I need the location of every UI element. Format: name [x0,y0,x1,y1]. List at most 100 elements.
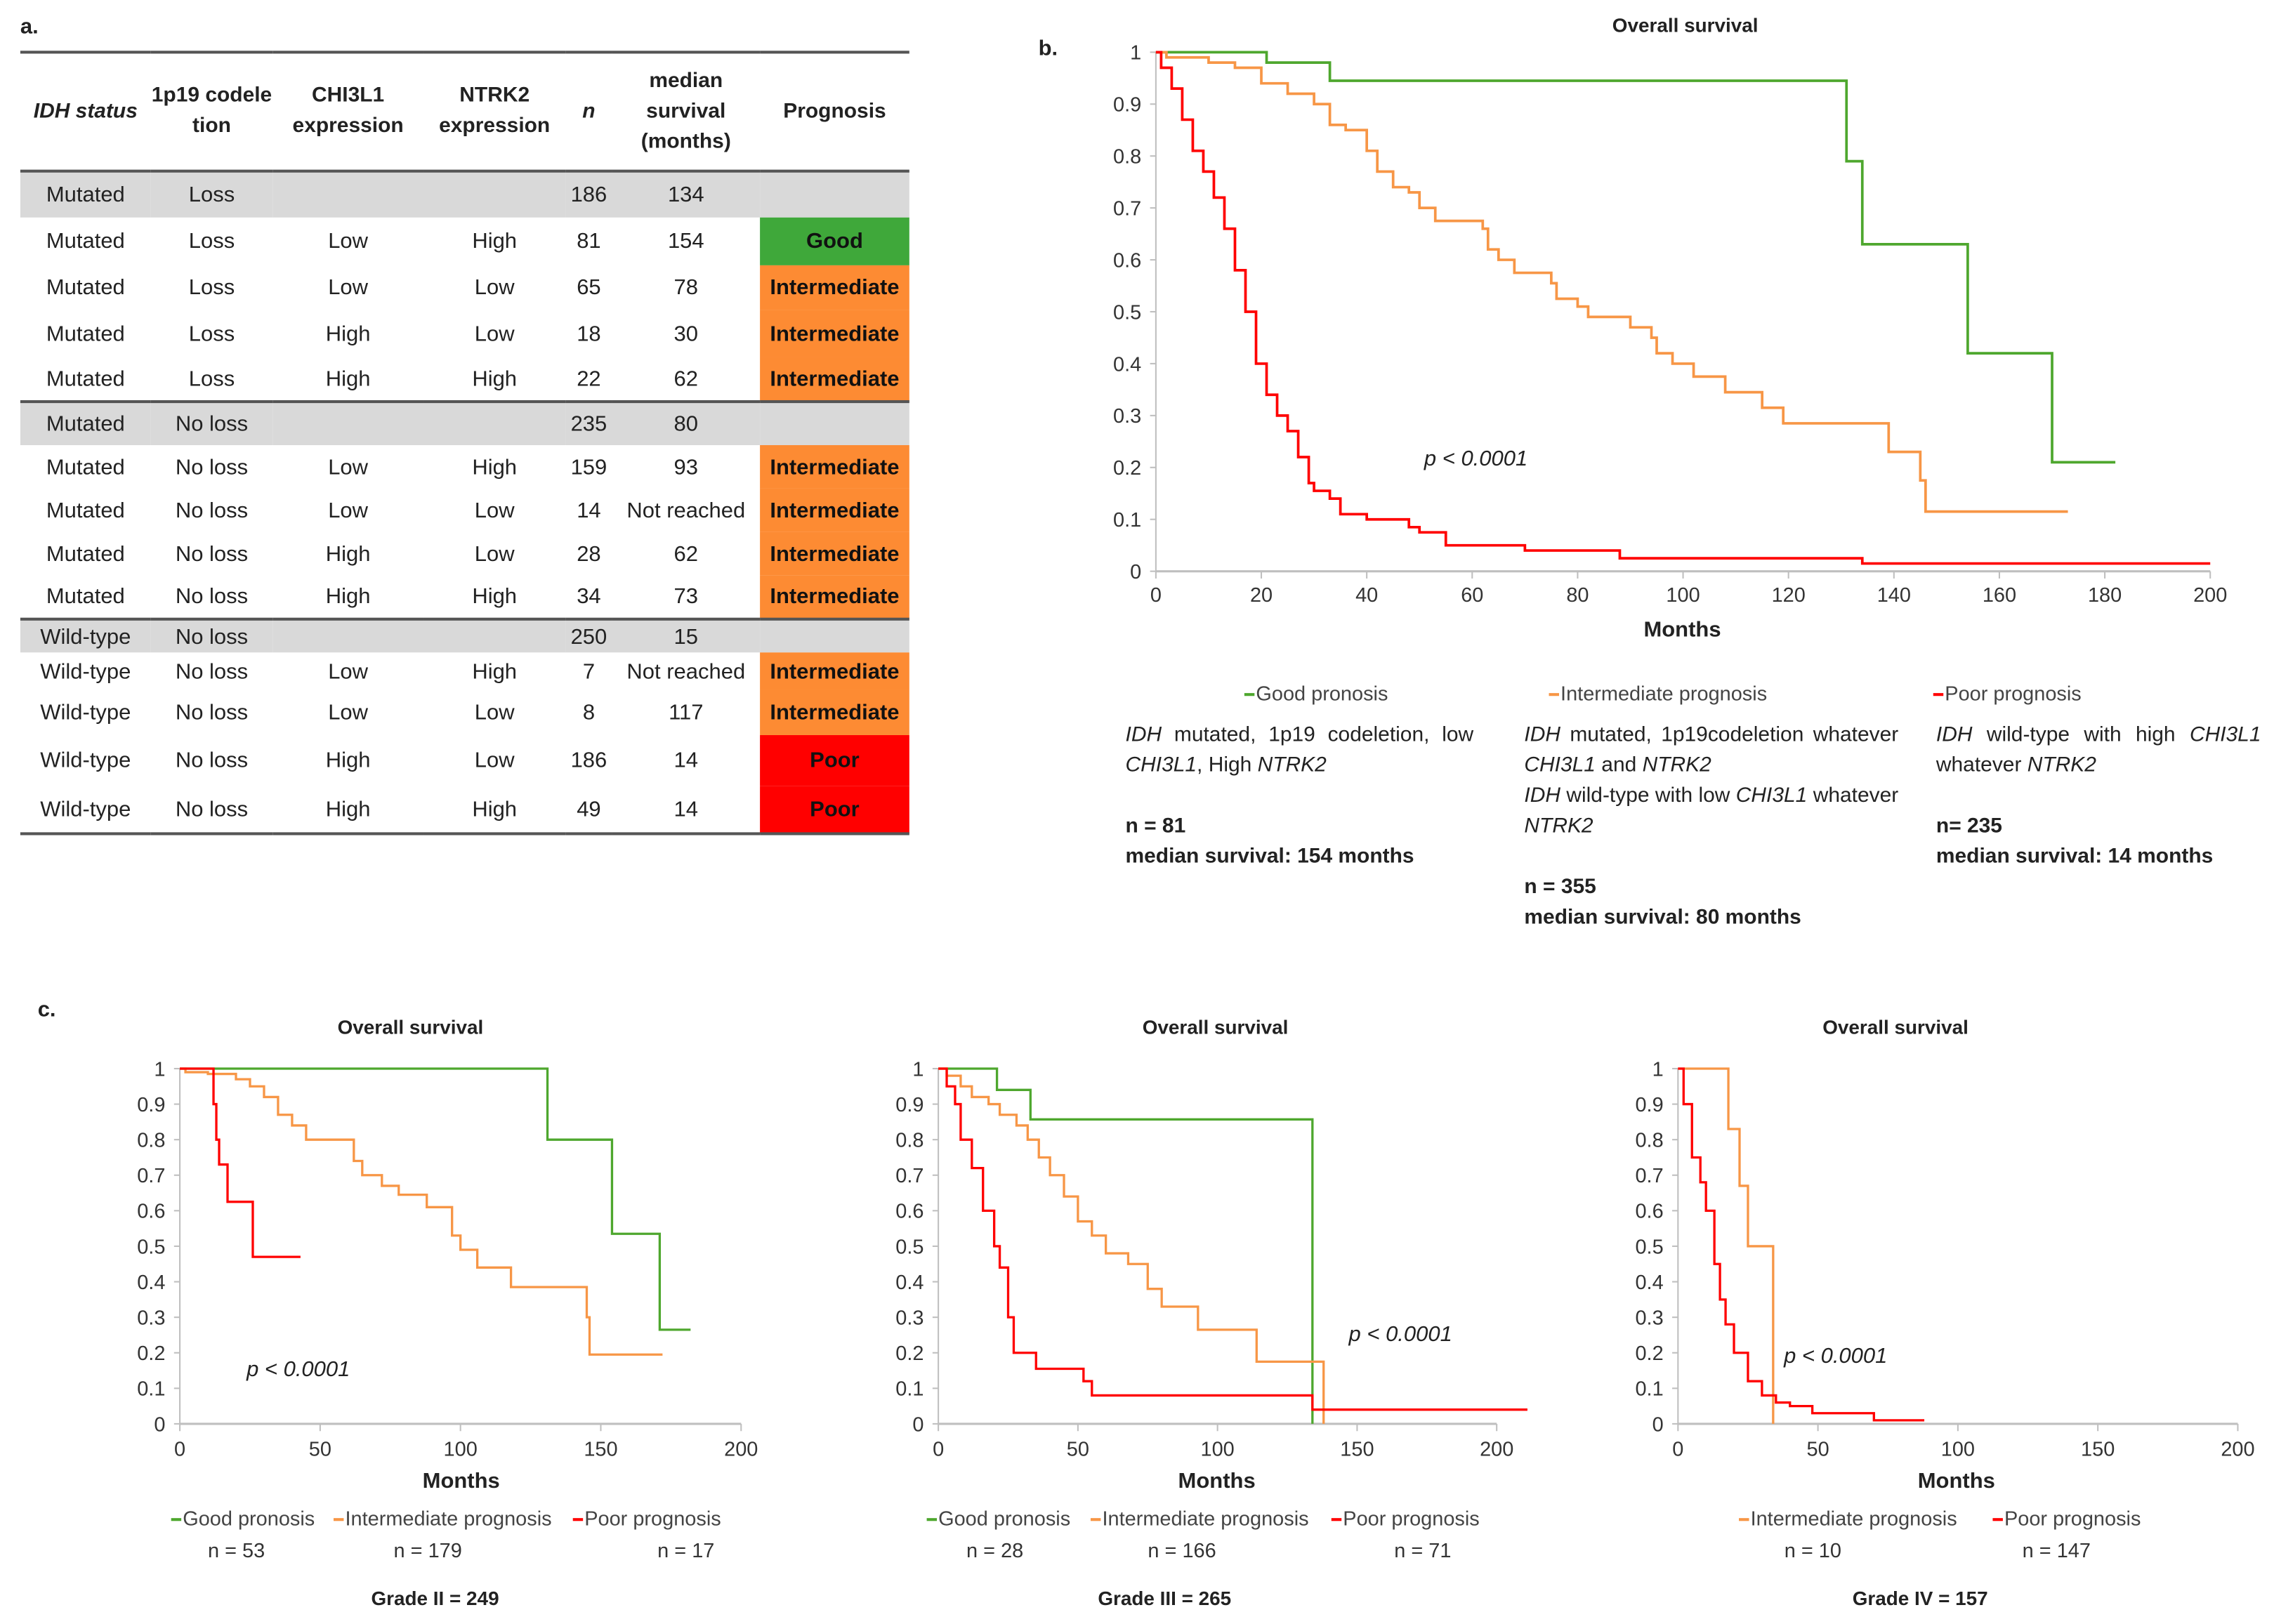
legend-label: Good pronosis [183,1506,315,1530]
cell-ntrk2 [423,400,566,445]
y-tick-label: 0.9 [137,1094,165,1116]
survival-curve-poor [938,1067,1527,1411]
y-tick-label: 0 [1652,1413,1664,1436]
x-tick-label: 140 [1877,584,1911,607]
y-tick-label: 0.5 [1113,301,1141,324]
legend-line-icon [333,1518,344,1521]
cell-ntrk2: Low [474,498,515,523]
cell-median-survival: 73 [673,584,699,609]
cell-prognosis: Good [760,217,909,265]
y-tick-label: 0.7 [895,1165,924,1187]
y-tick-label: 0.7 [1113,197,1141,220]
legend-label: Intermediate prognosis [1750,1506,1957,1530]
description-text: IDH wild-type with low CHI3L1 whatever N… [1524,781,1898,843]
cell-n: 18 [577,321,601,346]
header-n: n [565,51,612,173]
description-segment: , High [1197,753,1258,777]
cell-chi3l1: Low [328,700,369,725]
n-label: n = 10 [1784,1538,1841,1562]
cell-codeletion: No loss [175,659,249,684]
y-tick-label: 0.4 [895,1272,924,1294]
survival-curve-poor [1155,51,2211,565]
y-tick-label: 0.8 [1113,146,1141,169]
cell-n: 235 [565,400,612,445]
cell-prognosis: Intermediate [760,575,909,619]
cell-idh-status: Wild-type [40,659,131,684]
legend-label: Intermediate prognosis [1102,1506,1309,1530]
legend-label: Good pronosis [938,1506,1071,1530]
description-segment: mutated, 1p19codeletion whatever [1560,723,1899,747]
description-segment: wild-type with low [1560,784,1736,808]
cell-codeletion: No loss [175,541,249,567]
cell-idh-status: Mutated [46,229,125,254]
cell-prognosis: Intermediate [760,444,909,489]
table-row: Mutated No loss High High 34 73 Intermediate [20,575,909,619]
legend-line-icon [572,1518,584,1521]
cell-ntrk2: High [472,454,518,480]
legend-line-icon [1933,693,1944,697]
cell-chi3l1: High [325,366,371,391]
cell-chi3l1: Low [328,454,369,480]
description-segment: NTRK2 [1524,814,1593,838]
cell-idh-status: Mutated [46,498,125,523]
table-row: Wild-type No loss Low Low 8 117 Intermediate [20,689,909,736]
chart-c1-pvalue: p < 0.0001 [247,1356,350,1382]
chart-c1-title: Overall survival [337,1016,484,1038]
chart-c3-title: Overall survival [1822,1016,1969,1038]
legend-line-icon [1739,1518,1749,1521]
cell-codeletion: Loss [188,366,235,391]
cell-chi3l1: High [325,541,371,567]
chart-b-pvalue: p < 0.0001 [1424,447,1528,472]
cell-chi3l1: Low [328,498,369,523]
legend-line-icon [1549,693,1559,697]
header-median-survival: median survival (months) [612,51,761,173]
survival-curve-good [1155,51,2116,464]
y-tick-label: 0.3 [1635,1307,1663,1329]
cell-n: 186 [570,748,607,773]
chart-c2-title: Overall survival [1142,1016,1289,1038]
cell-codeletion: No loss [175,748,249,773]
description-intermediate: IDH mutated, 1p19codeletion whatever CHI… [1524,720,1898,934]
cell-codeletion: No loss [175,584,249,609]
description-segment: whatever [1807,784,1899,808]
cell-prognosis: Intermediate [760,265,909,310]
description-segment: whatever [1935,753,2027,777]
y-tick-label: 0.2 [1113,457,1141,480]
description-segment: IDH [1125,723,1162,747]
description-segment: and [1595,753,1643,777]
cell-median-survival: 154 [667,229,704,254]
legend-line-icon [171,1518,182,1521]
y-tick-label: 0.4 [137,1272,165,1294]
cell-chi3l1: Low [328,275,369,301]
description-segment: IDH [1935,723,1973,747]
header-ntrk2: NTRK2 expression [423,51,566,173]
legend-line-icon [1992,1518,2003,1521]
cell-prognosis: Intermediate [760,357,909,402]
cell-ntrk2: High [472,366,518,391]
x-tick-label: 200 [724,1438,758,1460]
description-lines: IDH mutated, 1p19 codeletion, low CHI3L1… [1126,720,1474,781]
y-tick-label: 0.9 [1635,1094,1663,1116]
cell-median-survival: 134 [612,171,761,218]
x-tick-label: 150 [2081,1438,2115,1460]
x-tick-label: 200 [2193,584,2227,607]
legend-label: Poor prognosis [2004,1506,2141,1530]
cell-prognosis: Intermediate [760,488,909,532]
panel-label-c: c. [37,997,56,1022]
table-row: Mutated Loss High Low 18 30 Intermediate [20,310,909,357]
cell-prognosis: Intermediate [760,532,909,576]
n-label: n = 179 [393,1538,462,1562]
cell-prognosis [760,617,909,653]
y-tick-label: 0.1 [1635,1378,1663,1401]
chart-c2-xlabel: Months [1178,1468,1256,1494]
legend-item: Poor prognosis [572,1507,721,1530]
cell-n: 8 [582,700,596,725]
median-survival: median survival: 14 months [1935,845,2214,869]
cell-chi3l1: High [325,584,371,609]
cell-ntrk2: Low [474,321,515,346]
x-tick-label: 150 [1340,1438,1374,1460]
description-segment: mutated, 1p19 codeletion, low [1162,723,1474,747]
cell-idh-status: Wild-type [40,700,131,725]
